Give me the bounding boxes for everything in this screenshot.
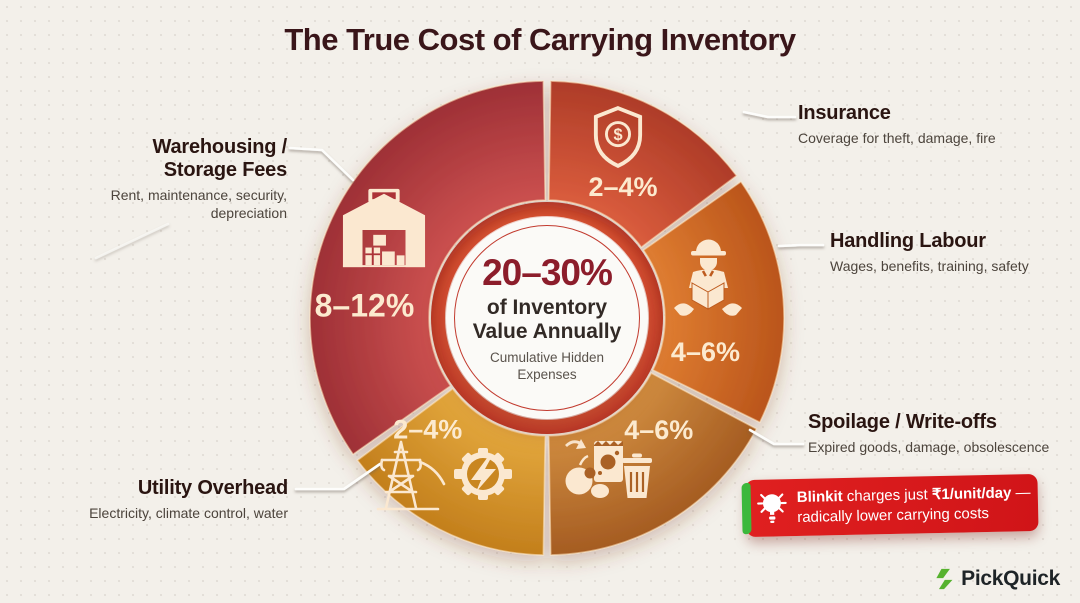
banner-text: Blinkit charges just ₹1/unit/day — radic… — [797, 483, 1032, 526]
callout-utility: Utility Overhead Electricity, climate co… — [58, 477, 288, 522]
warehousing-heading-line2: Storage Fees — [163, 159, 287, 181]
blinkit-banner: Blinkit charges just ₹1/unit/day — radic… — [745, 473, 1039, 538]
callout-spoilage: Spoilage / Write-offs Expired goods, dam… — [808, 411, 1070, 456]
segment-percent-2: 4–6% — [624, 415, 693, 445]
spoiled-food-icon — [560, 436, 656, 505]
svg-text:$: $ — [613, 126, 622, 144]
banner-text1: charges just — [842, 486, 933, 506]
callout-handling: Handling Labour Wages, benefits, trainin… — [830, 230, 1075, 275]
segment-percent-labels: 2–4% 4–6% 4–6% 2–4% 8–12% — [315, 172, 740, 445]
center-label-line2: Value Annually — [472, 319, 622, 343]
segment-percent-4: 8–12% — [315, 287, 415, 323]
segment-warehousing-storage-fees — [309, 80, 546, 456]
warehousing-heading-line1: Warehousing / — [152, 136, 288, 158]
callout-spoilage-desc: Expired goods, damage, obsolescence — [808, 439, 1050, 455]
callout-utility-desc: Electricity, climate control, water — [89, 505, 288, 521]
leader-line-warehousing — [288, 146, 355, 182]
segment-utility-overhead — [356, 387, 546, 556]
segment-spoilage-write-offs — [548, 372, 758, 556]
center-label: of Inventory Value Annually — [473, 296, 622, 343]
leader-line-insurance — [742, 110, 797, 119]
callout-handling-desc: Wages, benefits, training, safety — [830, 258, 1029, 274]
gear-shape — [454, 448, 512, 500]
page-title: The True Cost of Carrying Inventory — [284, 22, 796, 57]
banner-bold-blinkit: Blinkit — [796, 488, 843, 507]
leader-line-utility — [294, 462, 382, 491]
worker-box-icon — [670, 236, 746, 327]
center-label-line1: of Inventory — [486, 296, 608, 320]
warehouse-icon — [341, 188, 427, 273]
leader-line-spoilage — [748, 428, 805, 446]
shield-dollar-icon: $ — [592, 106, 644, 173]
callout-insurance: Insurance Coverage for theft, damage, fi… — [798, 102, 1068, 147]
leader-line-handling — [777, 243, 825, 248]
segment-percent-3: 2–4% — [393, 415, 462, 445]
callout-spoilage-heading: Spoilage / Write-offs — [808, 411, 997, 433]
power-gear-icon — [374, 436, 524, 517]
callout-warehousing-heading: Warehousing / Storage Fees — [57, 136, 288, 182]
lightbulb-icon — [757, 492, 787, 523]
leader-lines — [94, 110, 825, 491]
callout-handling-heading: Handling Labour — [830, 230, 986, 252]
brand-logo-text: PickQuick — [961, 567, 1060, 590]
segment-percent-1: 4–6% — [671, 337, 740, 367]
segment-percent-0: 2–4% — [588, 172, 657, 202]
decor-ridge — [94, 222, 170, 260]
banner-text2: — — [1011, 484, 1031, 502]
chart-center-badge: 20–30% of Inventory Value Annually Cumul… — [446, 217, 648, 419]
callout-warehousing-desc: Rent, maintenance, security, depreciatio… — [110, 187, 287, 222]
brand-logo: PickQuick — [933, 567, 1060, 591]
callout-warehousing: Warehousing / Storage Fees Rent, mainten… — [57, 136, 288, 222]
callout-utility-heading: Utility Overhead — [137, 477, 288, 499]
callout-insurance-desc: Coverage for theft, damage, fire — [798, 130, 996, 146]
banner-bold-rate: ₹1/unit/day — [931, 484, 1012, 504]
center-value: 20–30% — [482, 252, 613, 294]
callout-insurance-heading: Insurance — [798, 102, 891, 124]
center-sublabel: Cumulative Hidden Expenses — [489, 350, 605, 383]
pickquick-bolt-icon — [936, 568, 953, 590]
